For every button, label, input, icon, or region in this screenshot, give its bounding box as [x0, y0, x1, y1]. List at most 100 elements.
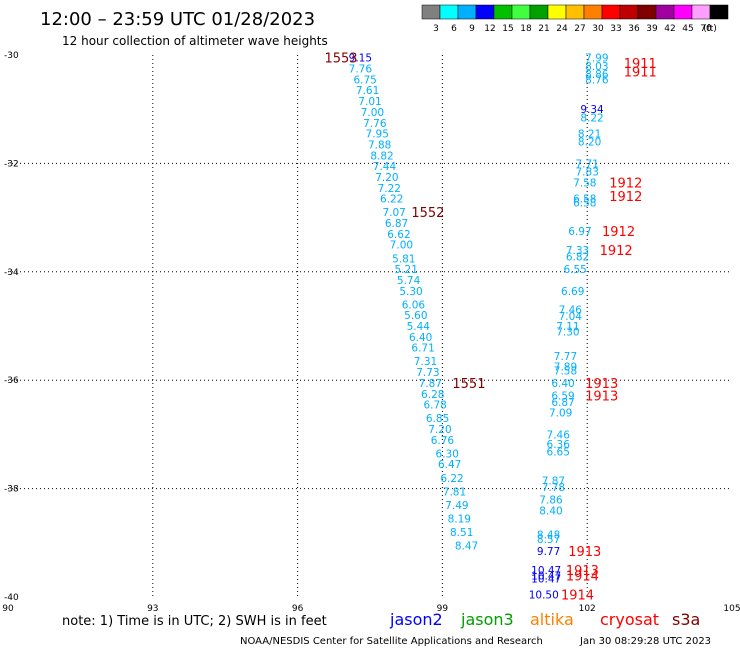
- wave-height-value: 6.47: [438, 459, 461, 471]
- colorbar-swatch: [457, 4, 477, 20]
- colorbar-label: 12: [484, 24, 495, 34]
- wave-height-value: 7.00: [390, 240, 413, 252]
- colorbar-label: 33: [610, 24, 621, 34]
- colorbar-swatch: [547, 4, 567, 20]
- pass-labels: 1553155215511911191119121912191219121913…: [324, 52, 656, 604]
- wave-height-value: 10.47: [531, 565, 561, 577]
- wave-height-value: 8.22: [580, 112, 603, 124]
- x-tick-label: 99: [437, 604, 449, 614]
- x-tick-labels: 90 93 96 99 102 105: [2, 604, 740, 614]
- wave-height-value: 5.44: [407, 321, 431, 333]
- wave-height-value: 7.88: [368, 139, 391, 151]
- wave-height-value: 6.06: [402, 299, 426, 311]
- wave-height-value: 7.04: [559, 311, 583, 323]
- colorbar-label: 45: [682, 24, 693, 34]
- wave-height-value: 6.62: [387, 229, 410, 241]
- wave-height-value: 7.30: [556, 326, 579, 338]
- y-tick-label: -30: [4, 51, 19, 61]
- wave-height-value: 7.61: [356, 85, 379, 97]
- wave-height-value: 7.58: [573, 177, 596, 189]
- wave-height-value: 8.21: [578, 129, 601, 141]
- wave-height-value: 5.74: [397, 275, 421, 287]
- pass-number-label: 1913: [568, 545, 601, 560]
- wave-height-value: 6.69: [561, 286, 584, 298]
- colorbar-swatch: [565, 4, 585, 20]
- wave-height-value: 6.71: [411, 343, 434, 355]
- wave-height-value: 6.97: [568, 226, 591, 238]
- colorbar-label: 30: [592, 24, 604, 34]
- pass-number-label: 1912: [602, 225, 635, 240]
- legend-s3a: s3a: [672, 610, 700, 629]
- colorbar-label: 27: [574, 24, 585, 34]
- colorbar-swatch: [709, 4, 729, 20]
- wave-height-value: 7.11: [556, 321, 579, 333]
- pass-number-label: 1911: [624, 65, 657, 80]
- wave-height-value: 7.76: [363, 118, 387, 130]
- colorbar-swatch: [421, 4, 441, 20]
- colorbar-label: 3: [433, 24, 439, 34]
- pass-number-label: 1912: [600, 244, 633, 259]
- wave-height-value: 6.59: [551, 390, 574, 402]
- x-tick-label: 96: [292, 604, 304, 614]
- footer-note: note: 1) Time is in UTC; 2) SWH is in fe…: [62, 614, 327, 629]
- chart-subtitle: 12 hour collection of altimeter wave hei…: [62, 34, 328, 48]
- colorbar-label: (ft): [703, 24, 717, 34]
- wave-height-value: 7.89: [554, 362, 577, 374]
- pass-number-label: 1913: [566, 564, 599, 579]
- wave-height-value: 7.87: [419, 378, 442, 390]
- wave-height-value: 7.20: [428, 424, 451, 436]
- y-tick-label: -40: [4, 593, 19, 603]
- colorbar-label: 42: [664, 24, 675, 34]
- wave-height-value: 7.71: [576, 158, 599, 170]
- wave-height-value: 7.87: [542, 475, 565, 487]
- colorbar-swatch: [619, 4, 639, 20]
- legend-jason2: jason2: [389, 610, 443, 629]
- wave-height-value: 8.40: [539, 505, 562, 517]
- wave-height-value: 7.31: [414, 356, 437, 368]
- footer-timestamp: Jan 30 08:29:28 UTC 2023: [579, 636, 711, 647]
- wave-height-value: 9.77: [537, 546, 560, 558]
- wave-height-value: 6.85: [426, 413, 449, 425]
- wave-height-value: 10.47: [531, 574, 561, 586]
- x-tick-label: 90: [2, 604, 14, 614]
- wave-height-value: 6.22: [440, 473, 463, 485]
- colorbar-swatch: [637, 4, 657, 20]
- wave-height-value: 7.01: [358, 96, 381, 108]
- colorbar-swatch: [601, 4, 621, 20]
- wave-height-value: 5.60: [404, 310, 427, 322]
- wave-height-value: 8.82: [370, 150, 393, 162]
- wave-height-value: 10.47: [531, 570, 561, 582]
- wave-height-value: 6.76: [431, 435, 455, 447]
- colorbar-label: 21: [538, 24, 549, 34]
- wave-height-value: 7.76: [349, 64, 373, 76]
- wave-height-value: 6.75: [353, 74, 376, 86]
- satellite-legend: jason2 jason3 altika cryosat s3a: [389, 610, 700, 629]
- footer-credit: NOAA/NESDIS Center for Satellite Applica…: [240, 636, 543, 647]
- wave-height-value: 7.73: [416, 367, 439, 379]
- colorbar: 3 6 9 12 15 18 21 24 27 30 33 36 39 42 45 70(ft): [421, 4, 729, 34]
- pass-number-label: 1552: [411, 206, 444, 221]
- y-tick-label: -38: [4, 485, 19, 495]
- wave-height-value: 9.15: [349, 53, 372, 65]
- wave-height-value: 7.77: [554, 351, 577, 363]
- legend-jason3: jason3: [460, 610, 514, 629]
- wave-height-value: 8.51: [450, 527, 473, 539]
- colorbar-swatch: [439, 4, 459, 20]
- pass-number-label: 1912: [609, 176, 642, 191]
- pass-number-label: 1913: [585, 389, 618, 404]
- wave-height-value: 6.82: [566, 252, 589, 264]
- colorbar-swatch: [475, 4, 495, 20]
- wave-height-value: 8.76: [585, 74, 609, 86]
- wave-height-value: 7.44: [373, 161, 397, 173]
- wave-height-value: 6.28: [421, 389, 444, 401]
- wave-height-value: 6.87: [385, 218, 408, 230]
- wave-height-value: 7.78: [542, 482, 565, 494]
- colorbar-swatch: [691, 4, 711, 20]
- x-tick-label: 102: [579, 604, 596, 614]
- wave-height-value: 8.19: [448, 513, 471, 525]
- wave-height-value: 8.03: [585, 61, 608, 73]
- pass-number-label: 1553: [324, 52, 357, 67]
- wave-height-value: 7.58: [554, 365, 577, 377]
- wave-height-value: 8.47: [455, 541, 478, 553]
- y-tick-label: -32: [4, 159, 19, 169]
